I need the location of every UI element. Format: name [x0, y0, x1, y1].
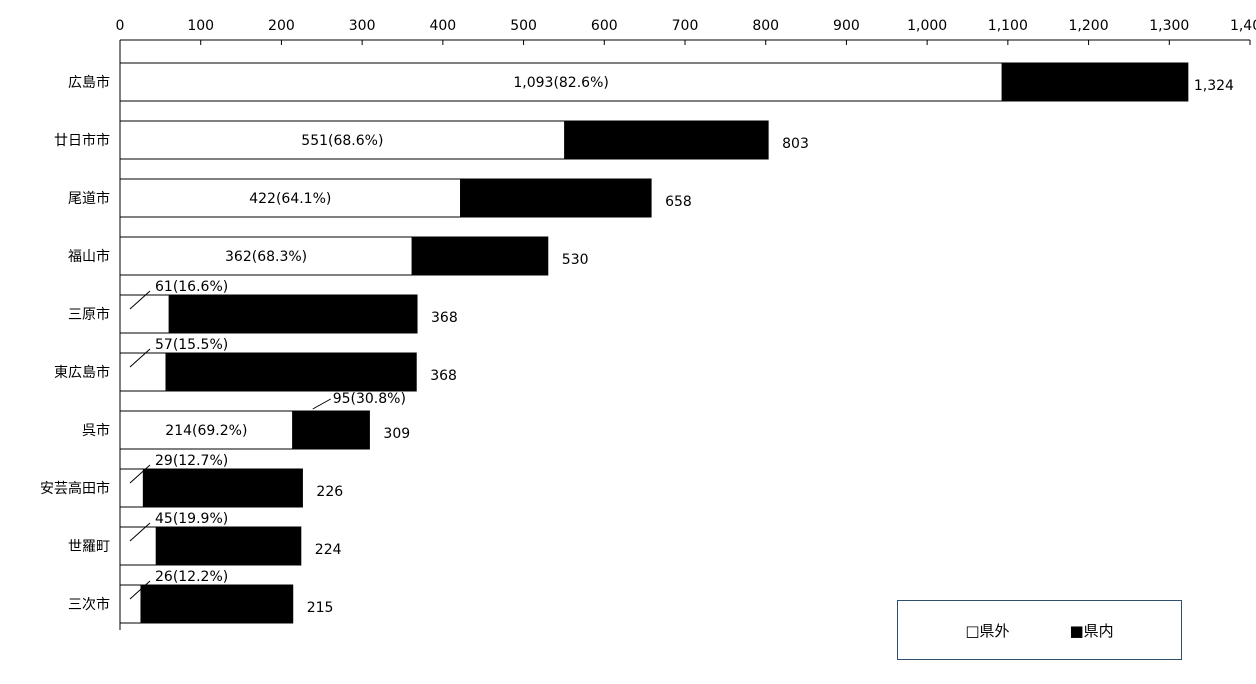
data-label-outside: 362(68.3%) [225, 249, 307, 265]
category-label: 東広島市 [54, 364, 110, 381]
category-label: 呉市 [82, 422, 110, 439]
bar-inside [165, 352, 417, 392]
bar-inside [411, 236, 549, 276]
data-label-inside: 197(87.3%) [182, 481, 264, 497]
leader-line [129, 522, 151, 542]
total-label: 658 [665, 194, 692, 210]
data-label-outside: 1,093(82.6%) [513, 75, 608, 91]
data-label-outside: 45(19.9%) [155, 511, 228, 527]
x-tick-label: 1,300 [1149, 18, 1189, 34]
total-label: 309 [383, 426, 410, 442]
category-label: 三次市 [68, 596, 110, 613]
bar-outside [119, 236, 413, 276]
leader-line [129, 290, 151, 310]
data-label-inside: 230(17.4%) [1054, 75, 1136, 91]
total-label: 215 [307, 600, 334, 616]
data-label-inside: 236(35.9%) [515, 191, 597, 207]
legend-item-outside: □県外 [965, 620, 1009, 641]
data-label-inside: 188(87.8%) [176, 597, 258, 613]
data-label-outside: 57(15.5%) [155, 337, 228, 353]
bar-inside [142, 468, 303, 508]
leader-line [312, 398, 331, 410]
legend: □県外 ■県内 [897, 600, 1182, 660]
bar-outside [119, 120, 566, 160]
data-label-inside: 95(30.8%) [333, 391, 406, 407]
data-label-inside: 252(31.4%) [625, 133, 707, 149]
x-tick-label: 900 [833, 18, 860, 34]
bar-inside [1001, 62, 1189, 102]
category-label: 世羅町 [68, 539, 110, 555]
category-label: 廿日市市 [54, 132, 110, 149]
x-tick-label: 1,100 [988, 18, 1028, 34]
data-label-inside: 310(84.5%) [250, 365, 332, 381]
category-label: 三原市 [68, 306, 110, 323]
x-tick-label: 300 [349, 18, 376, 34]
leader-line [129, 464, 151, 484]
data-label-outside: 26(12.2%) [155, 569, 228, 585]
total-label: 1,324 [1194, 78, 1234, 94]
legend-item-inside: ■県内 [1070, 620, 1114, 641]
total-label: 368 [430, 368, 457, 384]
category-label: 福山市 [68, 248, 110, 265]
data-label-outside: 29(12.7%) [155, 453, 228, 469]
total-label: 368 [431, 310, 458, 326]
data-label-outside: 214(69.2%) [165, 423, 247, 439]
leader-line [129, 348, 151, 368]
category-label: 尾道市 [68, 190, 110, 207]
bar-inside [168, 294, 418, 334]
x-tick-label: 1,200 [1069, 18, 1109, 34]
legend-label-inside: ■県内 [1069, 621, 1114, 640]
x-tick-label: 600 [591, 18, 618, 34]
x-tick-label: 0 [116, 18, 125, 34]
data-label-outside: 422(64.1%) [249, 191, 331, 207]
total-label: 530 [562, 252, 589, 268]
data-label-inside: 179(80.1%) [187, 539, 269, 555]
bar-outside [119, 410, 294, 450]
x-tick-label: 700 [672, 18, 699, 34]
bar-outside [119, 178, 462, 218]
total-label: 803 [782, 136, 809, 152]
bar-inside [155, 526, 302, 566]
bar-outside [119, 584, 142, 624]
data-label-inside: 307(83.4%) [252, 307, 334, 323]
bar-inside [564, 120, 769, 160]
x-tick-label: 500 [510, 18, 537, 34]
bar-outside [119, 352, 167, 392]
legend-label-outside: □県外 [965, 621, 1010, 640]
bar-inside [460, 178, 652, 218]
x-tick-label: 1,400 [1230, 18, 1256, 34]
bar-inside [292, 410, 370, 450]
category-label: 安芸高田市 [40, 480, 110, 497]
data-label-outside: 61(16.6%) [155, 279, 228, 295]
bar-outside [119, 294, 170, 334]
x-tick-label: 100 [187, 18, 214, 34]
total-label: 224 [315, 542, 342, 558]
x-tick-label: 800 [752, 18, 779, 34]
x-tick-label: 400 [429, 18, 456, 34]
total-label: 226 [316, 484, 343, 500]
leader-line [129, 580, 151, 600]
bar-inside [140, 584, 294, 624]
data-label-inside: 168(31.7%) [439, 249, 521, 265]
category-label: 広島市 [68, 74, 110, 91]
x-tick-label: 200 [268, 18, 295, 34]
x-tick-label: 1,000 [907, 18, 947, 34]
bar-outside [119, 526, 157, 566]
data-label-outside: 551(68.6%) [301, 133, 383, 149]
